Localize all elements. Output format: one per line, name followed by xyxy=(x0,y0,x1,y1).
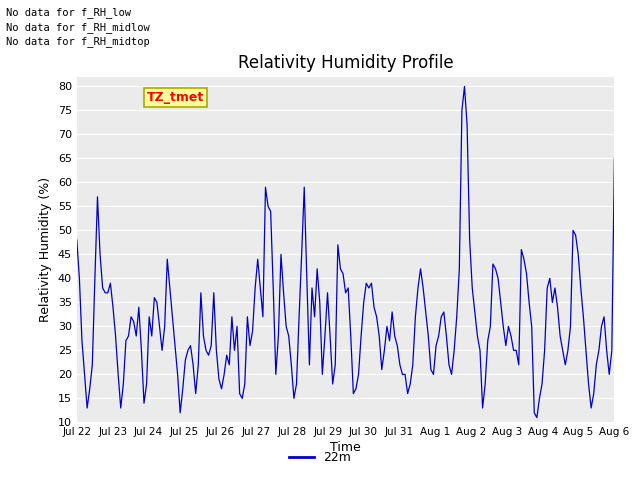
X-axis label: Time: Time xyxy=(330,442,361,455)
Text: No data for f_RH_midtop: No data for f_RH_midtop xyxy=(6,36,150,47)
Text: No data for f_RH_low: No data for f_RH_low xyxy=(6,7,131,18)
Title: Relativity Humidity Profile: Relativity Humidity Profile xyxy=(238,54,453,72)
Text: TZ_tmet: TZ_tmet xyxy=(147,91,204,104)
Y-axis label: Relativity Humidity (%): Relativity Humidity (%) xyxy=(39,177,52,322)
Legend: 22m: 22m xyxy=(284,446,356,469)
Text: No data for f_RH_midlow: No data for f_RH_midlow xyxy=(6,22,150,33)
